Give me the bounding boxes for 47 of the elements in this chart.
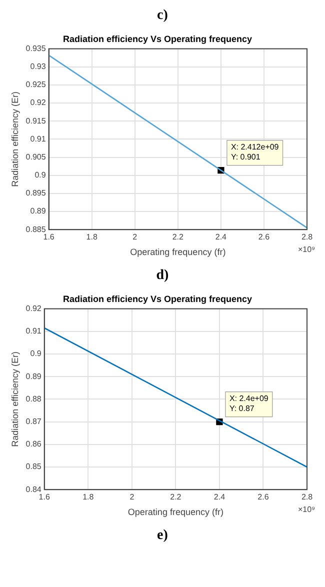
y-tick-label: 0.89	[26, 372, 42, 381]
annotation: X: 2.4e+09 Y: 0.87	[229, 394, 269, 414]
y-tick-label: 0.92	[30, 98, 46, 108]
text: ×10⁹	[298, 504, 315, 514]
text: e)	[156, 528, 169, 544]
x-tick-label: 2	[130, 492, 135, 502]
y-tick-label: 0.88	[26, 394, 42, 404]
x-tick-label: 1.8	[86, 232, 98, 242]
annotation: X: 2.412e+09 Y: 0.901	[230, 142, 280, 162]
x-tick-label: 2.4	[214, 492, 226, 502]
y-tick-label: 0.935	[26, 44, 46, 54]
y-tick-label: 0.87	[26, 417, 42, 426]
y-tick-label: 0.915	[26, 116, 46, 126]
y-tick-label: 0.85	[26, 462, 42, 472]
chart-title: Radiation efficiency Vs Operating frequency	[62, 34, 252, 44]
y-tick-label: 0.925	[26, 80, 46, 90]
x-tick-label: 1.6	[43, 232, 55, 242]
x-axis-title: Operating frequency (fr)	[130, 247, 226, 258]
x-tick-label: 2.2	[170, 492, 182, 502]
text: ×10⁹	[298, 244, 315, 254]
y-tick-label: 0.91	[26, 326, 42, 336]
chart-title: Radiation efficiency Vs Operating frequency	[62, 294, 252, 304]
x-tick-label: 2.2	[172, 232, 184, 242]
y-tick-label: 0.92	[26, 304, 42, 314]
x-tick-label: 2.8	[301, 232, 314, 242]
x-tick-label: 2.6	[258, 232, 270, 242]
y-tick-label: 0.91	[30, 134, 46, 144]
x-tick-label: 2.8	[301, 492, 314, 502]
text: d)	[155, 268, 170, 284]
y-tick-label: 0.89	[30, 206, 46, 216]
x-tick-label: 2	[132, 232, 138, 242]
y-tick-label: 0.86	[26, 440, 42, 449]
y-tick-label: 0.93	[30, 62, 46, 72]
y-axis-title: Radiation efficiency (Er)	[10, 352, 20, 447]
y-axis-title: Radiation efficiency (Er)	[10, 92, 20, 187]
y-tick-label: 0.9	[34, 170, 46, 180]
y-tick-label: 0.905	[26, 152, 46, 162]
x-tick-label: 1.6	[38, 492, 50, 502]
y-tick-label: 0.9	[30, 349, 42, 358]
x-tick-label: 2.4	[215, 232, 228, 242]
y-tick-label: 0.84	[26, 484, 42, 494]
text: c)	[156, 8, 169, 24]
x-tick-label: 2.6	[258, 492, 270, 502]
y-tick-label: 0.895	[26, 188, 46, 198]
y-tick-label: 0.885	[26, 224, 46, 234]
x-tick-label: 1.8	[82, 492, 94, 502]
x-axis-title: Operating frequency (fr)	[128, 507, 224, 518]
